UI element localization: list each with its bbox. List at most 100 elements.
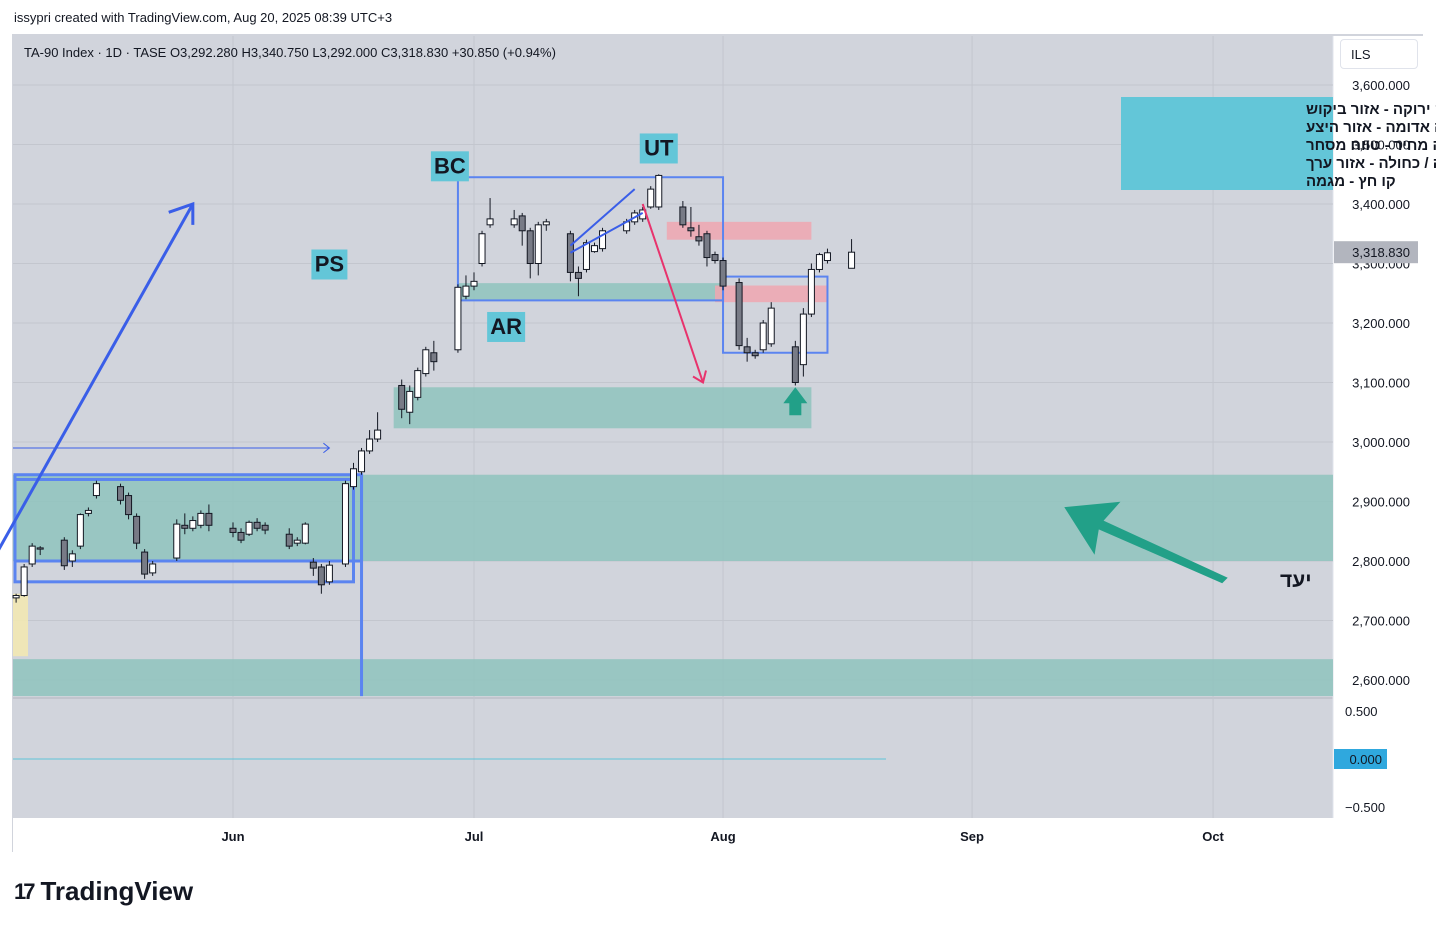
- uptrend-arrow[interactable]: [0, 203, 195, 576]
- candle[interactable]: [462, 275, 470, 300]
- downtrend-arrow[interactable]: [641, 203, 704, 383]
- wyckoff-label-ps[interactable]: PS: [311, 249, 348, 280]
- candle[interactable]: [647, 186, 655, 209]
- candle[interactable]: [518, 212, 526, 246]
- tradingview-logo[interactable]: 17 TradingView: [14, 876, 193, 907]
- candle[interactable]: [823, 248, 831, 264]
- candle[interactable]: [205, 504, 213, 532]
- candle[interactable]: [84, 507, 92, 517]
- demand-zone-mid[interactable]: [393, 387, 812, 429]
- currency-selector[interactable]: ILS: [1340, 39, 1418, 69]
- supply-zone-lower[interactable]: [715, 285, 828, 303]
- candle[interactable]: [478, 230, 486, 267]
- candle[interactable]: [454, 284, 462, 353]
- candle[interactable]: [173, 519, 181, 561]
- last-price-badge[interactable]: [1334, 241, 1418, 264]
- candle[interactable]: [719, 257, 727, 291]
- candle[interactable]: [374, 412, 382, 442]
- candle[interactable]: [293, 537, 301, 547]
- candle[interactable]: [470, 272, 478, 291]
- candle[interactable]: [141, 549, 149, 579]
- bounce-up-arrow[interactable]: [783, 387, 808, 416]
- candle[interactable]: [767, 302, 775, 347]
- candle[interactable]: [711, 251, 719, 264]
- candle[interactable]: [253, 518, 261, 532]
- candle[interactable]: [366, 430, 374, 454]
- demand-zone-low[interactable]: [13, 659, 1333, 697]
- candle[interactable]: [542, 218, 550, 231]
- candle[interactable]: [125, 492, 133, 520]
- demand-zone-wide[interactable]: [13, 474, 1333, 561]
- candle[interactable]: [799, 308, 807, 377]
- candle[interactable]: [574, 266, 582, 297]
- candle[interactable]: [261, 522, 269, 535]
- candle[interactable]: [358, 447, 366, 475]
- candle[interactable]: [60, 537, 68, 570]
- candle[interactable]: [309, 558, 317, 576]
- candle[interactable]: [679, 201, 687, 228]
- ut-channel-lower[interactable]: [569, 212, 644, 254]
- candle[interactable]: [149, 561, 157, 576]
- candle[interactable]: [285, 528, 293, 550]
- candle[interactable]: [229, 522, 237, 538]
- candle[interactable]: [68, 550, 76, 567]
- candle[interactable]: [815, 252, 823, 273]
- candle[interactable]: [245, 520, 253, 537]
- candle[interactable]: [189, 516, 197, 532]
- target-arrow[interactable]: [1064, 501, 1228, 584]
- candle[interactable]: [743, 337, 751, 362]
- candle[interactable]: [20, 563, 28, 597]
- candle[interactable]: [181, 513, 189, 535]
- candle[interactable]: [655, 174, 663, 210]
- range-box-distribution[interactable]: [456, 176, 725, 302]
- marker-zone[interactable]: [13, 593, 28, 657]
- candle[interactable]: [237, 528, 245, 544]
- indicator-value-badge[interactable]: [1334, 749, 1387, 769]
- demand-zone-ar[interactable]: [457, 283, 724, 301]
- candle[interactable]: [599, 227, 607, 252]
- candle[interactable]: [486, 198, 494, 228]
- wyckoff-label-ut[interactable]: UT: [639, 133, 678, 164]
- candle[interactable]: [350, 462, 357, 490]
- candle[interactable]: [12, 593, 20, 603]
- candle[interactable]: [317, 563, 325, 594]
- hebrew-legend-box[interactable]: רצועה ירוקה - אזור ביקושרצועה אדומה - אז…: [1121, 97, 1436, 190]
- time-axis[interactable]: [13, 818, 1423, 852]
- candle[interactable]: [414, 367, 422, 401]
- candle[interactable]: [301, 522, 309, 545]
- candle[interactable]: [687, 206, 695, 237]
- candle[interactable]: [197, 510, 205, 529]
- candle[interactable]: [526, 227, 534, 279]
- candle[interactable]: [591, 242, 598, 253]
- candle[interactable]: [422, 346, 430, 377]
- supply-zone-upper[interactable]: [666, 221, 812, 240]
- candle[interactable]: [341, 480, 349, 567]
- candle[interactable]: [36, 546, 44, 556]
- candle[interactable]: [398, 379, 406, 419]
- wyckoff-label-bc[interactable]: BC: [430, 151, 469, 182]
- candle[interactable]: [76, 513, 84, 550]
- candle[interactable]: [510, 209, 518, 228]
- candle[interactable]: [703, 230, 711, 267]
- candle[interactable]: [92, 480, 100, 499]
- candle[interactable]: [582, 239, 590, 273]
- candle[interactable]: [117, 483, 125, 505]
- candle[interactable]: [534, 221, 542, 276]
- candle[interactable]: [848, 239, 856, 269]
- candle[interactable]: [28, 543, 36, 567]
- candle[interactable]: [791, 340, 799, 386]
- candle[interactable]: [430, 340, 438, 371]
- candle[interactable]: [759, 320, 767, 353]
- candle[interactable]: [807, 263, 815, 318]
- ut-channel-upper[interactable]: [569, 188, 636, 247]
- candle[interactable]: [133, 513, 141, 550]
- candle[interactable]: [751, 349, 759, 359]
- candle[interactable]: [325, 561, 333, 585]
- range-box-recent[interactable]: [722, 275, 829, 354]
- candle[interactable]: [695, 224, 703, 246]
- price-axis[interactable]: [1333, 36, 1423, 818]
- candle[interactable]: [735, 278, 743, 350]
- candle[interactable]: [406, 385, 414, 425]
- wyckoff-label-ar[interactable]: AR: [487, 311, 526, 342]
